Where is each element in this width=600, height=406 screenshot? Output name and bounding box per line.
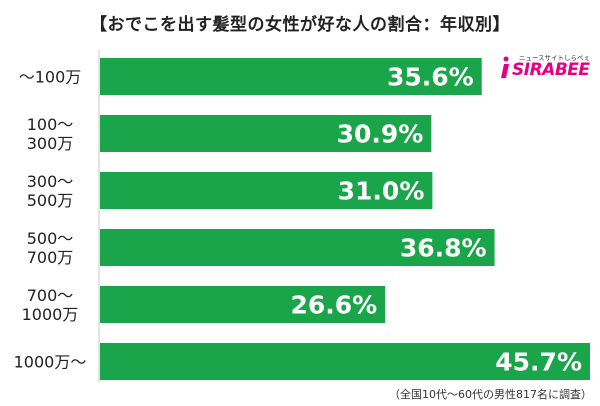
category-label-2: 300～ 500万: [27, 172, 74, 210]
value-label-3: 36.8%: [400, 234, 487, 263]
bar-2: [100, 172, 433, 209]
logo-tagline: ニュースサイトしらべぇ: [518, 54, 590, 62]
category-label-1: 100～ 300万: [27, 115, 74, 153]
category-label-3: 500～ 700万: [27, 229, 74, 267]
bar-0: [100, 58, 482, 95]
sirabee-logo: ニュースサイトしらべぇ SIRABEE: [500, 52, 592, 82]
category-label-5: 1000万～: [14, 353, 87, 372]
value-label-4: 26.6%: [290, 291, 377, 320]
logo-mark-icon: [501, 56, 509, 78]
category-label-4: 700～ 1000万: [22, 286, 79, 324]
category-label-0: ～100万: [19, 68, 82, 87]
value-label-1: 30.9%: [337, 120, 424, 149]
logo-name: SIRABEE: [512, 60, 590, 80]
survey-footnote: （全国10代～60代の男性817名に調査）: [389, 388, 592, 401]
chart-title: 【おでこを出す髪型の女性が好な人の割合：年収別】: [90, 15, 510, 35]
value-label-5: 45.7%: [495, 348, 582, 377]
bar-1: [100, 115, 432, 152]
value-label-0: 35.6%: [387, 63, 474, 92]
value-label-2: 31.0%: [338, 177, 425, 206]
bar-3: [100, 229, 495, 266]
bar-5: [100, 343, 590, 380]
bar-4: [100, 286, 386, 323]
